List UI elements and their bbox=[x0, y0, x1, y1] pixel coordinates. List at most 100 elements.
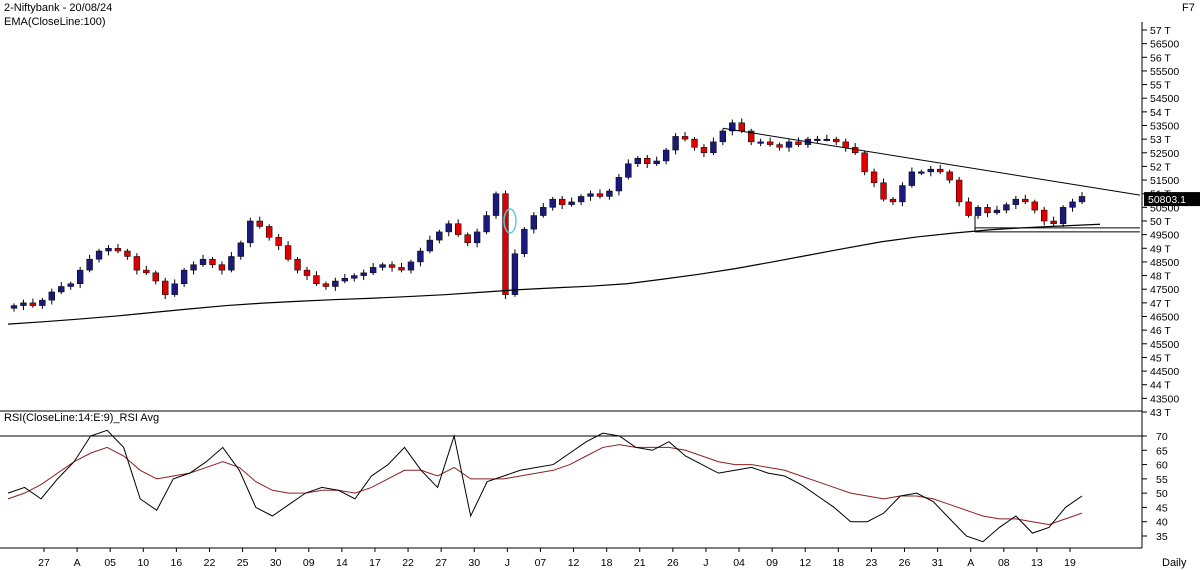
candle-up bbox=[521, 228, 528, 254]
candle-down bbox=[795, 141, 802, 145]
x-tick-label: 26 bbox=[667, 557, 679, 569]
candle-down bbox=[114, 248, 122, 252]
candle-down bbox=[455, 223, 462, 235]
candle-down bbox=[766, 141, 774, 145]
x-tick-label: A bbox=[967, 557, 974, 569]
price-y-tick-label: 43500 bbox=[1150, 393, 1179, 405]
candle-up bbox=[341, 278, 348, 282]
price-y-tick-label: 48 T bbox=[1150, 271, 1171, 283]
candle-down bbox=[861, 152, 868, 173]
x-tick-label: A bbox=[74, 557, 81, 569]
candle-down bbox=[946, 171, 953, 181]
candle-up bbox=[1003, 204, 1010, 211]
candle-down bbox=[965, 201, 972, 216]
rsi-y-tick-label: 50 bbox=[1156, 488, 1168, 500]
candle-down bbox=[275, 237, 282, 246]
x-tick-label: 22 bbox=[402, 557, 414, 569]
candle-up bbox=[237, 242, 245, 257]
candle-down bbox=[955, 179, 963, 203]
x-tick-label: 10 bbox=[137, 557, 149, 569]
candle-down bbox=[984, 207, 991, 214]
candle-up bbox=[625, 163, 632, 178]
price-y-tick-label: 44 T bbox=[1150, 380, 1171, 392]
candle-down bbox=[256, 220, 263, 227]
price-y-tick-label: 46 T bbox=[1150, 325, 1171, 337]
price-y-tick-label: 57 T bbox=[1150, 25, 1171, 37]
candle-down bbox=[313, 275, 320, 285]
candle-down bbox=[502, 193, 509, 295]
rsi-y-tick-label: 70 bbox=[1156, 431, 1168, 443]
x-tick-label: 07 bbox=[535, 557, 547, 569]
candle-up bbox=[1069, 201, 1076, 208]
candle-down bbox=[284, 245, 292, 260]
candle-up bbox=[417, 250, 424, 263]
price-y-tick-label: 56500 bbox=[1150, 39, 1179, 51]
function-key-label[interactable]: F7 bbox=[1182, 2, 1195, 14]
current-price-tag bbox=[1144, 192, 1200, 207]
candle-up bbox=[606, 190, 613, 197]
x-tick-label: 21 bbox=[634, 557, 646, 569]
highlight-ellipse bbox=[503, 208, 517, 234]
candle-up bbox=[974, 207, 982, 216]
period-label[interactable]: Daily bbox=[1162, 557, 1187, 569]
x-tick-label: 13 bbox=[1031, 557, 1043, 569]
x-tick-label: 31 bbox=[932, 557, 944, 569]
candle-down bbox=[1031, 201, 1038, 211]
candle-up bbox=[426, 239, 434, 252]
x-tick-label: 08 bbox=[998, 557, 1010, 569]
price-y-tick-label: 49500 bbox=[1150, 230, 1179, 242]
candle-down bbox=[218, 264, 226, 271]
candle-down bbox=[880, 182, 887, 200]
candle-up bbox=[180, 269, 188, 285]
candle-up bbox=[1059, 207, 1067, 224]
x-tick-label: 18 bbox=[601, 557, 613, 569]
candle-up bbox=[653, 160, 660, 164]
candle-up bbox=[549, 198, 556, 208]
price-y-tick-label: 56 T bbox=[1150, 52, 1171, 64]
candle-up bbox=[530, 215, 538, 230]
candle-up bbox=[710, 141, 717, 154]
candle-up bbox=[993, 209, 1001, 214]
x-tick-label: 26 bbox=[899, 557, 911, 569]
candle-up bbox=[615, 177, 623, 192]
candle-up bbox=[672, 136, 679, 151]
price-y-tick-label: 52500 bbox=[1150, 148, 1179, 160]
candle-up bbox=[10, 305, 18, 309]
price-y-tick-label: 47 T bbox=[1150, 298, 1171, 310]
price-y-tick-label: 54500 bbox=[1150, 93, 1179, 105]
candle-up bbox=[199, 258, 207, 265]
x-tick-label: 30 bbox=[270, 557, 282, 569]
candle-up bbox=[483, 215, 490, 233]
candle-down bbox=[700, 147, 708, 154]
candle-up bbox=[76, 269, 84, 285]
candle-down bbox=[464, 234, 471, 244]
candle-up bbox=[1078, 196, 1086, 203]
candle-down bbox=[303, 269, 311, 276]
candle-up bbox=[729, 122, 736, 132]
candle-up bbox=[492, 193, 500, 216]
candle-down bbox=[748, 130, 755, 143]
candle-up bbox=[95, 250, 103, 260]
candle-down bbox=[842, 141, 849, 148]
candle-down bbox=[322, 283, 330, 287]
current-price-label: 50803.1 bbox=[1148, 194, 1186, 206]
price-y-tick-label: 47500 bbox=[1150, 284, 1179, 296]
x-tick-label: 25 bbox=[237, 557, 249, 569]
candle-down bbox=[124, 250, 131, 257]
candle-up bbox=[1012, 198, 1020, 205]
x-tick-label: J bbox=[703, 557, 708, 569]
price-y-tick-label: 55500 bbox=[1150, 66, 1179, 78]
price-y-tick-label: 46500 bbox=[1150, 312, 1179, 324]
candle-down bbox=[162, 280, 169, 295]
candle-down bbox=[29, 302, 37, 306]
rsi-panel-title: RSI(CloseLine:14:E:9)_RSI Avg bbox=[4, 412, 159, 424]
price-y-tick-label: 55 T bbox=[1150, 80, 1171, 92]
price-y-tick-label: 53500 bbox=[1150, 121, 1179, 133]
x-tick-label: 16 bbox=[171, 557, 183, 569]
candle-up bbox=[379, 264, 386, 268]
x-tick-label: 30 bbox=[468, 557, 480, 569]
candle-up bbox=[445, 223, 452, 233]
candle-up bbox=[908, 171, 916, 186]
